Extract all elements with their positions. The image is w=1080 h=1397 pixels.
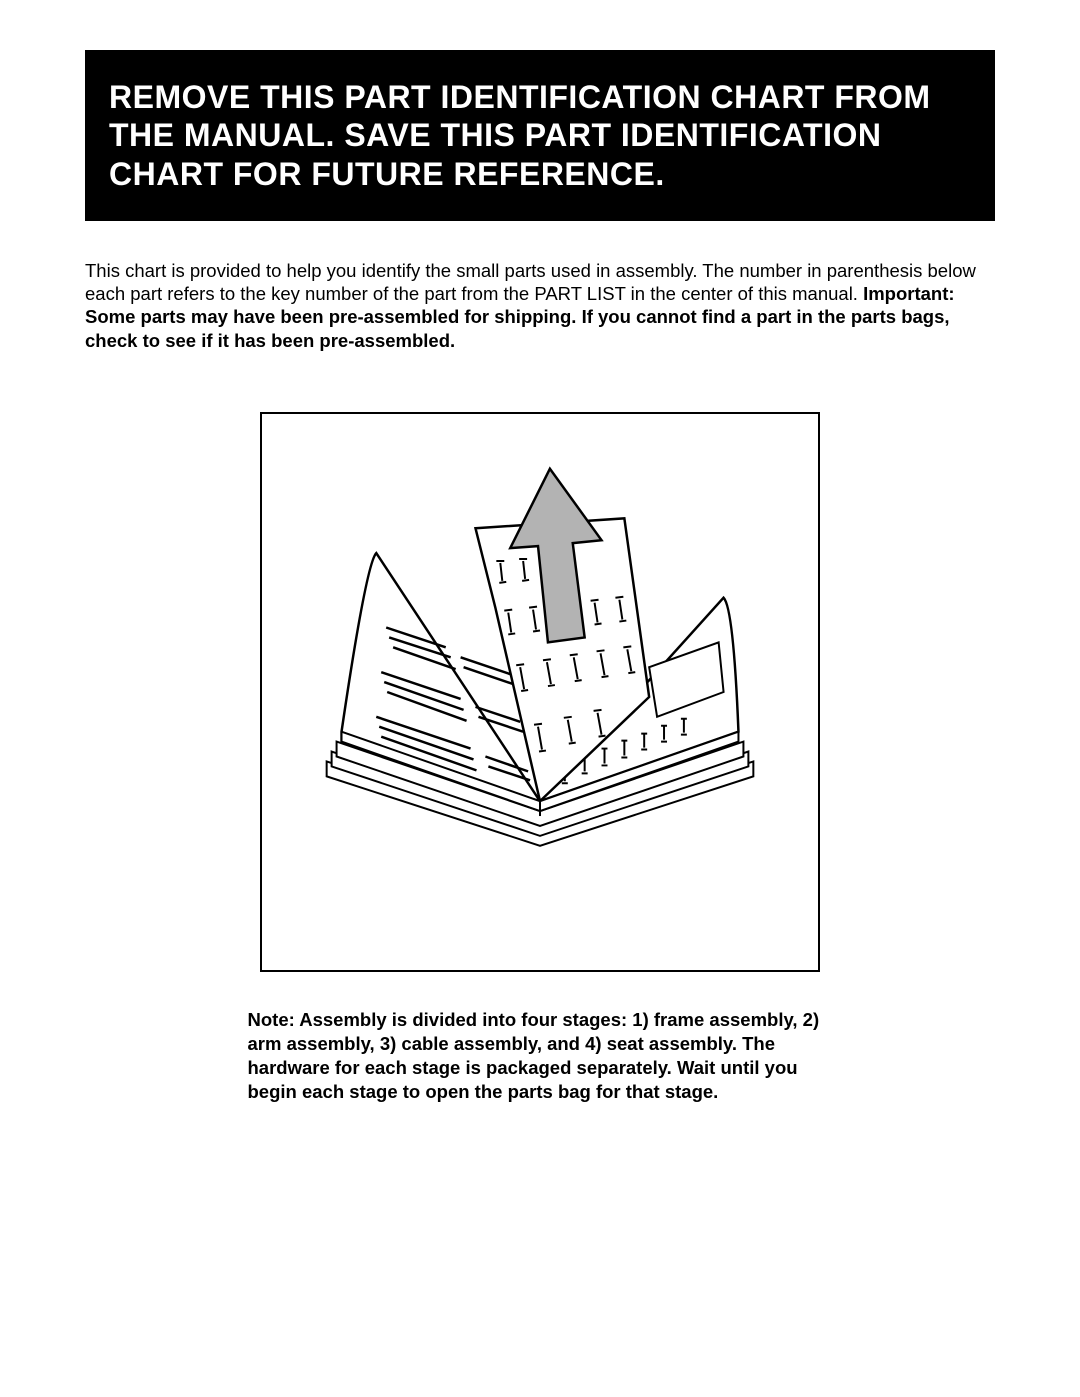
header-title: REMOVE THIS PART IDENTIFICATION CHART FR…	[109, 78, 971, 193]
manual-illustration	[282, 434, 798, 950]
diagram-container	[85, 412, 995, 972]
diagram-box	[260, 412, 820, 972]
intro-text-normal: This chart is provided to help you ident…	[85, 260, 976, 304]
note-paragraph: Note: Assembly is divided into four stag…	[248, 1008, 833, 1104]
intro-paragraph: This chart is provided to help you ident…	[85, 259, 995, 352]
header-banner: REMOVE THIS PART IDENTIFICATION CHART FR…	[85, 50, 995, 221]
